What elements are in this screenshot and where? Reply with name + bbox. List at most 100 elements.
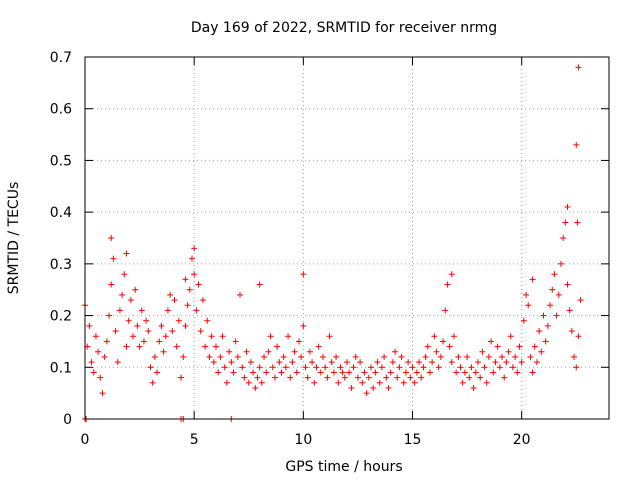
data-point — [112, 328, 119, 335]
data-point — [261, 353, 268, 360]
data-point — [333, 353, 340, 360]
y-tick-label: 0.5 — [50, 153, 72, 169]
data-point — [520, 317, 527, 324]
data-point — [448, 271, 455, 278]
data-point — [575, 333, 582, 340]
data-point — [396, 364, 403, 371]
data-point — [557, 260, 564, 267]
data-point — [256, 281, 263, 288]
data-point — [475, 359, 481, 366]
data-point — [479, 348, 486, 355]
data-point — [531, 343, 538, 350]
data-point — [86, 322, 93, 329]
data-point — [394, 374, 401, 381]
data-point — [492, 359, 499, 366]
data-point — [140, 338, 147, 345]
data-point — [309, 359, 316, 366]
data-point — [361, 369, 368, 376]
data-point — [274, 343, 281, 350]
data-point — [505, 348, 512, 355]
x-tick-label: 5 — [190, 432, 199, 448]
data-point — [103, 338, 110, 345]
data-point — [420, 364, 427, 371]
data-point — [178, 374, 185, 381]
data-point — [123, 250, 130, 257]
data-point — [544, 322, 551, 329]
data-point — [490, 369, 497, 376]
grid-lines — [85, 57, 609, 419]
data-point — [171, 297, 178, 304]
data-point — [402, 369, 409, 376]
data-point — [376, 379, 383, 386]
data-point — [385, 384, 392, 391]
data-point — [156, 338, 163, 345]
data-point — [239, 364, 246, 371]
data-point — [466, 374, 473, 381]
data-point — [193, 307, 200, 314]
data-point — [280, 353, 287, 360]
data-point — [121, 271, 128, 278]
data-point — [560, 235, 567, 241]
data-point — [437, 353, 444, 360]
data-point — [509, 364, 516, 371]
x-tick-label: 20 — [513, 432, 531, 448]
data-point — [363, 390, 370, 397]
data-point — [293, 369, 300, 376]
data-point — [232, 338, 239, 345]
data-point — [418, 374, 425, 381]
data-point — [472, 369, 479, 376]
data-point — [300, 322, 307, 329]
data-point — [577, 297, 584, 304]
data-point — [442, 307, 449, 314]
data-point — [566, 307, 573, 314]
data-point — [186, 286, 193, 293]
data-point — [352, 353, 359, 360]
data-point — [527, 353, 534, 360]
data-point — [339, 369, 346, 376]
data-point — [514, 369, 521, 376]
tick-labels: 0 0.1 0.2 0.3 0.4 0.5 0.6 0.7 0 5 10 15 20 — [50, 50, 531, 448]
data-point — [488, 338, 495, 345]
data-point — [431, 333, 438, 340]
data-point — [108, 235, 115, 241]
data-point — [335, 379, 342, 386]
data-point — [149, 379, 156, 386]
data-point — [304, 374, 311, 381]
data-point — [158, 322, 165, 329]
data-point — [173, 343, 180, 350]
data-point — [507, 333, 514, 340]
data-point — [125, 317, 132, 324]
data-point — [324, 374, 331, 381]
data-point — [108, 281, 115, 288]
data-point — [252, 384, 259, 391]
data-point — [300, 271, 307, 278]
data-point — [413, 369, 420, 376]
data-point — [315, 343, 322, 350]
data-point — [285, 333, 292, 340]
plot-frame — [84, 56, 610, 420]
x-tick-label: 0 — [81, 432, 90, 448]
data-point — [197, 328, 204, 335]
data-point — [145, 328, 152, 335]
data-point — [370, 384, 377, 391]
data-point — [448, 359, 455, 366]
data-point — [422, 353, 429, 360]
data-point — [564, 281, 571, 288]
data-point — [267, 333, 274, 340]
y-tick-label: 0.1 — [50, 360, 72, 376]
y-tick-label: 0.3 — [50, 257, 72, 273]
data-point — [106, 312, 113, 319]
data-point — [503, 359, 510, 366]
y-tick-label: 0.4 — [50, 205, 72, 221]
data-point — [276, 359, 283, 366]
chart-title: Day 169 of 2022, SRMTID for receiver nrm… — [191, 20, 497, 36]
data-point — [542, 338, 549, 345]
data-point — [564, 203, 571, 210]
data-point — [574, 219, 581, 226]
data-point — [180, 353, 187, 360]
data-point — [101, 353, 108, 360]
data-point — [230, 369, 237, 376]
data-point — [381, 353, 388, 360]
data-point — [483, 379, 490, 386]
data-point — [291, 348, 298, 355]
